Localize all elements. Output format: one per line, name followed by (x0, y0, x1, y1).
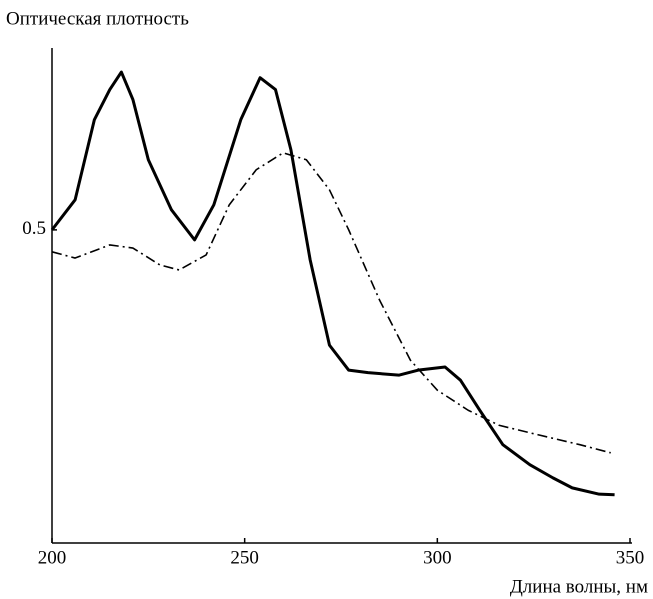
x-axis-label: Длина волны, нм (510, 576, 648, 597)
x-tick-label: 200 (38, 547, 67, 568)
x-tick-label: 300 (423, 547, 452, 568)
x-tick-label: 250 (230, 547, 259, 568)
y-axis-label: Оптическая плотность (6, 8, 189, 29)
line-series (50, 70, 615, 497)
y-tick-label: 0.5 (22, 218, 46, 239)
x-tick-label: 350 (616, 547, 645, 568)
line-series (51, 152, 611, 454)
